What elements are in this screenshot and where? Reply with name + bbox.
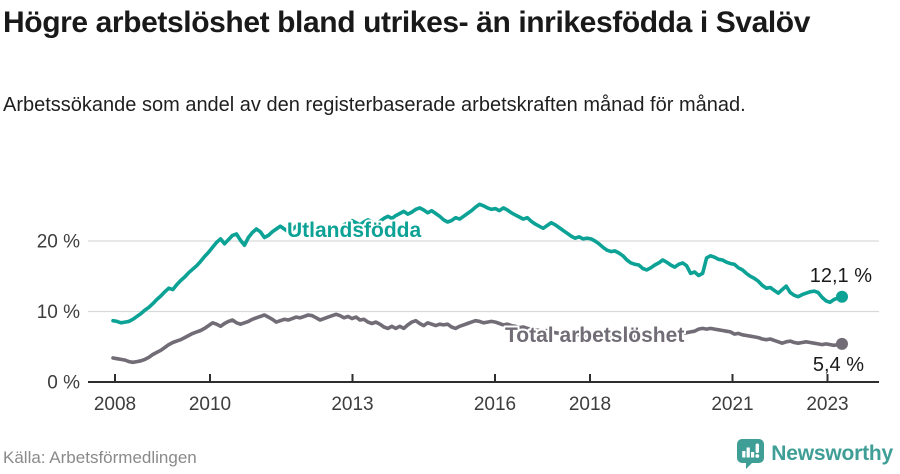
- series-line-utlandsfodda: [111, 202, 844, 325]
- x-axis-label: 2023: [806, 394, 848, 415]
- x-axis-label: 2021: [711, 394, 753, 415]
- y-axis-label: 10 %: [37, 302, 80, 323]
- series-end-dot: [836, 290, 848, 303]
- chart-title: Högre arbetslöshet bland utrikes- än inr…: [3, 6, 811, 39]
- x-axis-label: 2008: [94, 394, 136, 415]
- newsworthy-logo: Newsworthy: [737, 439, 893, 469]
- series-end-value: 12,1 %: [810, 265, 872, 287]
- x-axis-label: 2010: [189, 394, 231, 415]
- chart-subtitle: Arbetssökande som andel av den registerb…: [3, 94, 746, 116]
- y-axis-label: 0 %: [47, 373, 80, 394]
- x-axis-label: 2013: [331, 394, 373, 415]
- y-axis-label: 20 %: [37, 232, 80, 253]
- series-line-total: [111, 312, 844, 365]
- source-note: Källa: Arbetsförmedlingen: [3, 448, 197, 467]
- unemployment-line-chart: 0 % 10 % 20 % 2008 2010 2013 2016 2018 2021 2023 U…: [37, 202, 879, 415]
- x-axis-label: 2018: [569, 394, 611, 415]
- series-end-dot: [836, 337, 848, 350]
- series-end-value: 5,4 %: [813, 354, 864, 376]
- series-label: Total arbetslöshet: [505, 324, 684, 347]
- newsworthy-bubble-icon: [737, 439, 765, 469]
- series-label: Utlandsfödda: [287, 219, 421, 242]
- x-axis-label: 2016: [474, 394, 516, 415]
- newsworthy-wordmark: Newsworthy: [771, 442, 893, 465]
